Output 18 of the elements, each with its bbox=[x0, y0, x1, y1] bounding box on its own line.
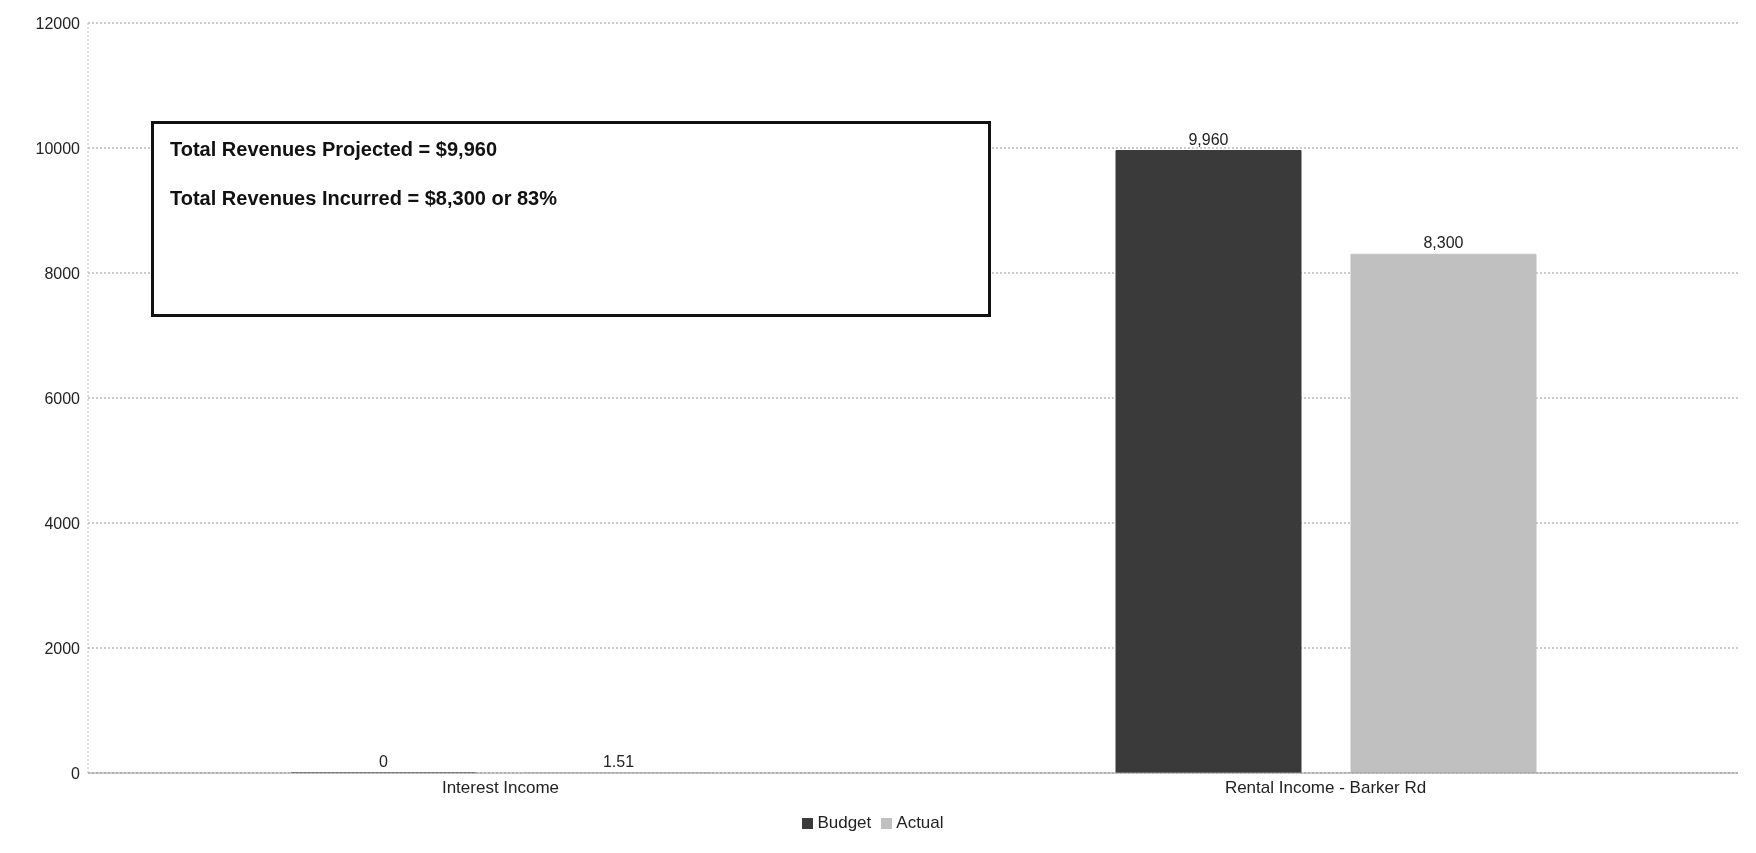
y-tick-label: 8000 bbox=[44, 264, 81, 282]
x-tick-label: Rental Income - Barker Rd bbox=[1224, 778, 1427, 798]
text-box: Total Revenues Projected = $9,960 Total Revenues Incurred = $8,300 or 83% bbox=[151, 121, 991, 317]
y-tick-label: 12000 bbox=[35, 14, 81, 32]
data-label: 1.51 bbox=[602, 752, 635, 770]
y-tick-label: 2000 bbox=[44, 639, 81, 657]
x-tick-label: Interest Income bbox=[441, 778, 560, 798]
data-label: 0 bbox=[379, 753, 389, 770]
y-tick-label: 4000 bbox=[44, 514, 81, 532]
data-label: 9,960 bbox=[1188, 130, 1229, 148]
y-tick-label: 0 bbox=[71, 764, 81, 782]
legend-label: Budget bbox=[817, 813, 872, 832]
annotation: Total Revenues Projected = $9,960 bbox=[170, 138, 498, 161]
y-tick-label: 6000 bbox=[44, 389, 81, 407]
y-tick-label: 10000 bbox=[35, 139, 81, 157]
annotation: Total Revenues Incurred = $8,300 or 83% bbox=[170, 187, 559, 210]
data-label: 8,300 bbox=[1423, 234, 1464, 252]
legend-label: Actual bbox=[896, 813, 944, 832]
